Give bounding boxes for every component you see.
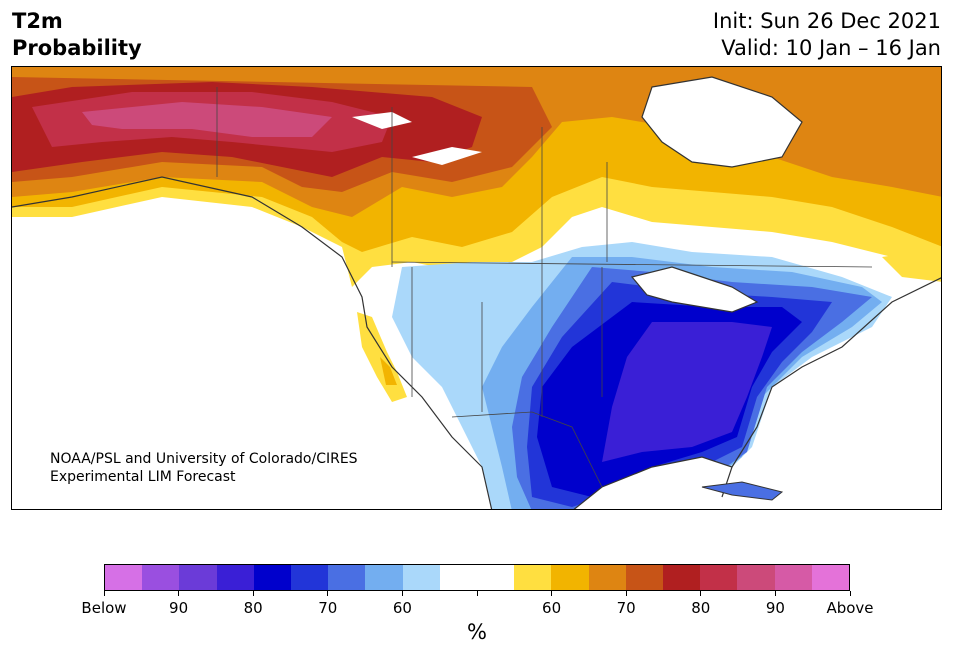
colorbar-tick-label: 60 <box>542 599 562 617</box>
colorbar <box>104 564 850 591</box>
colorbar-tick-label: 70 <box>616 599 636 617</box>
init-date: Init: Sun 26 Dec 2021 <box>712 9 941 33</box>
colorbar-segment <box>774 565 812 590</box>
colorbar-tick-label: 60 <box>392 599 412 617</box>
colorbar-segment <box>663 565 701 590</box>
colorbar-segment <box>477 565 515 590</box>
colorbar-tick-label: 70 <box>318 599 338 617</box>
newfoundland-warm <box>882 247 941 282</box>
colorbar-tick-mark <box>476 591 478 596</box>
colorbar-tick-label: 90 <box>169 599 189 617</box>
political-borders <box>216 87 873 488</box>
colorbar-tick-label: Above <box>826 599 874 617</box>
colorbar-tick-mark <box>103 591 105 596</box>
colorbar-segment <box>142 565 180 590</box>
great-lakes <box>632 267 757 312</box>
cuba <box>701 481 784 501</box>
colorbar-segment <box>402 565 440 590</box>
california-warm-65 <box>380 357 397 385</box>
colorbar-segment <box>737 565 775 590</box>
great-bear-lake <box>352 112 412 129</box>
colorbar-tick-label: 80 <box>243 599 263 617</box>
colorbar-segment <box>328 565 366 590</box>
title-variable: T2m <box>12 9 63 33</box>
colorbar-segment <box>588 565 626 590</box>
colorbar-tick-mark <box>401 591 403 596</box>
colorbar-segment <box>439 565 478 590</box>
gulf-of-mexico <box>574 457 732 509</box>
colorbar-segment <box>179 565 217 590</box>
colorbar-tick-label: 90 <box>765 599 785 617</box>
colorbar-tick-mark <box>178 591 180 596</box>
hudson-bay <box>642 77 802 167</box>
credit-text: NOAA/PSL and University of Colorado/CIRE… <box>50 450 358 486</box>
colorbar-segment <box>216 565 254 590</box>
great-slave-lake <box>412 147 482 165</box>
colorbar-tick-label: 80 <box>691 599 711 617</box>
colorbar-segment <box>551 565 589 590</box>
colorbar-segment <box>253 565 292 590</box>
title-type: Probability <box>12 36 142 60</box>
colorbar-segment <box>291 565 329 590</box>
colorbar-tick-mark <box>252 591 254 596</box>
credit-line-1: NOAA/PSL and University of Colorado/CIRE… <box>50 451 358 467</box>
colorbar-tick-mark <box>327 591 329 596</box>
colorbar-unit: % <box>467 620 487 644</box>
warm-band-90 <box>82 102 332 137</box>
colorbar-tick-mark <box>551 591 553 596</box>
colorbar-segment <box>365 565 403 590</box>
colorbar-segment <box>105 565 143 590</box>
colorbar-segment <box>514 565 552 590</box>
map-panel: NOAA/PSL and University of Colorado/CIRE… <box>11 66 942 510</box>
colorbar-segment <box>811 565 850 590</box>
valid-range: Valid: 10 Jan – 16 Jan <box>721 36 941 60</box>
colorbar-tick-mark <box>774 591 776 596</box>
colorbar-tick-mark <box>849 591 851 596</box>
colorbar-tick-label: Below <box>81 599 127 617</box>
coastlines <box>12 76 941 509</box>
colorbar-segment <box>625 565 664 590</box>
colorbar-tick-mark <box>700 591 702 596</box>
colorbar-segment <box>700 565 738 590</box>
cold-band-85 <box>602 322 772 462</box>
forecast-dates: Init: Sun 26 Dec 2021 Valid: 10 Jan – 16… <box>713 8 941 62</box>
credit-line-2: Experimental LIM Forecast <box>50 469 236 485</box>
map-title: T2m Probability <box>12 8 142 62</box>
probability-map <box>12 67 941 509</box>
colorbar-tick-mark <box>625 591 627 596</box>
